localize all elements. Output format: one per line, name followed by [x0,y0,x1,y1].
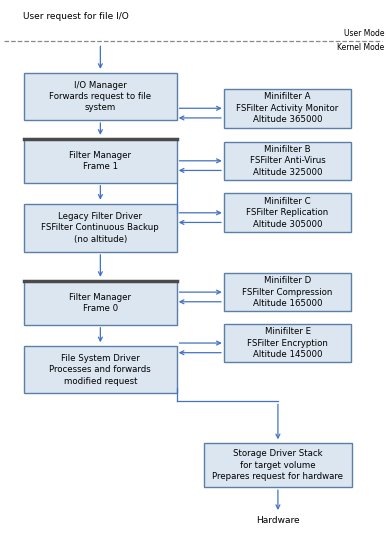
FancyBboxPatch shape [224,273,351,311]
FancyBboxPatch shape [24,204,177,252]
Text: Hardware: Hardware [256,517,300,525]
Text: User request for file I/O: User request for file I/O [23,12,129,20]
FancyBboxPatch shape [224,142,351,180]
Text: Minifilter C
FSFilter Replication
Altitude 305000: Minifilter C FSFilter Replication Altitu… [246,197,329,229]
FancyBboxPatch shape [224,89,351,128]
Text: Filter Manager
Frame 1: Filter Manager Frame 1 [69,151,131,171]
Text: Legacy Filter Driver
FSFilter Continuous Backup
(no altitude): Legacy Filter Driver FSFilter Continuous… [41,212,159,244]
Text: Minifilter E
FSFilter Encryption
Altitude 145000: Minifilter E FSFilter Encryption Altitud… [247,327,328,359]
Text: Kernel Mode: Kernel Mode [337,43,384,53]
Text: File System Driver
Processes and forwards
modified request: File System Driver Processes and forward… [49,354,151,386]
FancyBboxPatch shape [24,139,177,183]
FancyBboxPatch shape [24,346,177,393]
Text: User Mode: User Mode [344,29,384,38]
FancyBboxPatch shape [224,193,351,232]
FancyBboxPatch shape [224,324,351,362]
FancyBboxPatch shape [24,73,177,120]
FancyBboxPatch shape [204,443,352,487]
FancyBboxPatch shape [24,281,177,325]
Text: Minifilter A
FSFilter Activity Monitor
Altitude 365000: Minifilter A FSFilter Activity Monitor A… [237,92,339,124]
Text: Storage Driver Stack
for target volume
Prepares request for hardware: Storage Driver Stack for target volume P… [212,449,344,481]
Text: Minifilter D
FSFilter Compression
Altitude 165000: Minifilter D FSFilter Compression Altitu… [242,276,333,308]
Text: I/O Manager
Forwards request to file
system: I/O Manager Forwards request to file sys… [49,80,151,113]
Text: Minifilter B
FSFilter Anti-Virus
Altitude 325000: Minifilter B FSFilter Anti-Virus Altitud… [250,145,325,177]
Text: Filter Manager
Frame 0: Filter Manager Frame 0 [69,293,131,313]
